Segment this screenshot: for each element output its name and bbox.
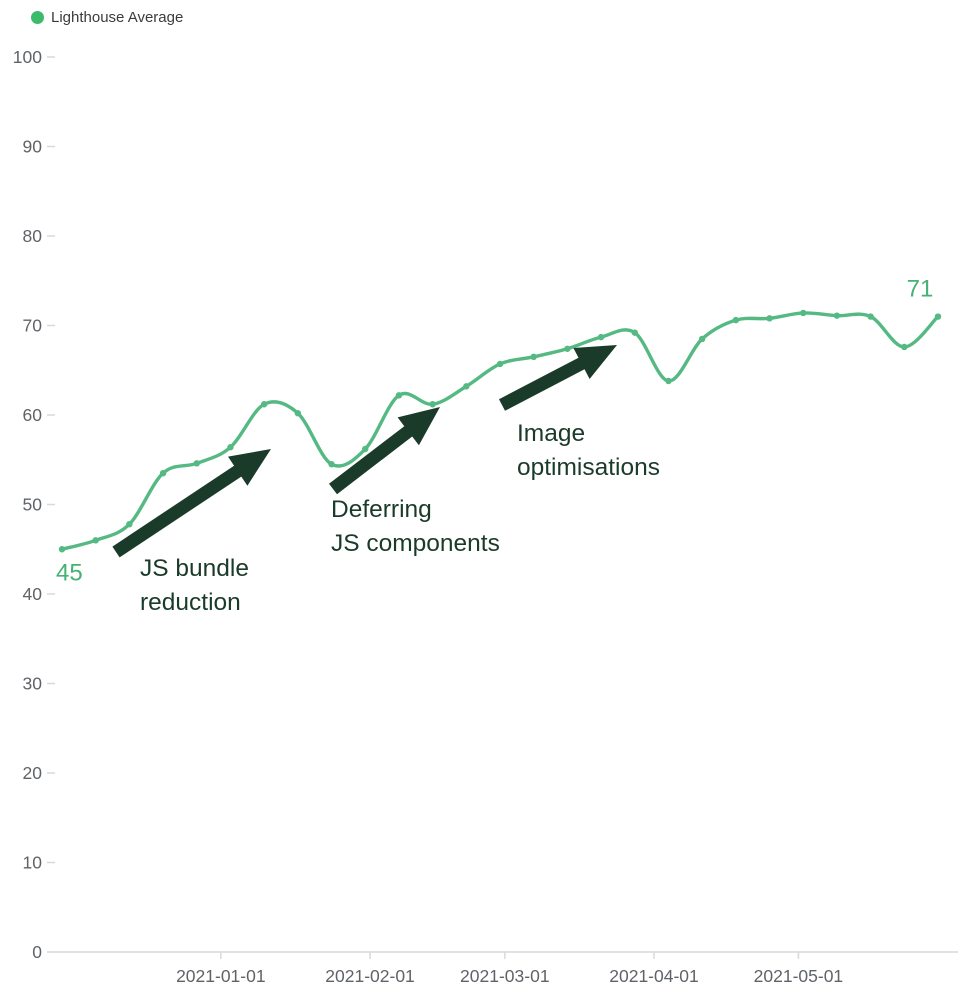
x-tick-label: 2021-05-01: [754, 966, 844, 986]
y-tick-label: 100: [13, 47, 42, 67]
data-point: [429, 401, 436, 408]
x-tick-label: 2021-02-01: [325, 966, 415, 986]
annotation-text: Image: [517, 420, 585, 447]
legend-dot-icon: [31, 11, 44, 24]
y-tick-label: 10: [23, 853, 43, 873]
data-point: [665, 377, 672, 385]
y-tick-label: 0: [32, 942, 42, 962]
y-tick-label: 70: [23, 316, 43, 336]
data-point: [597, 333, 605, 341]
annotation-arrow: [499, 345, 617, 411]
data-point: [766, 315, 773, 322]
data-point: [631, 329, 638, 336]
end-value-label: 71: [907, 276, 934, 303]
y-tick-label: 90: [23, 137, 43, 157]
data-point: [159, 469, 167, 477]
y-tick-label: 30: [23, 674, 43, 694]
y-tick-label: 50: [23, 495, 43, 515]
data-point: [58, 546, 66, 553]
y-tick-label: 80: [23, 226, 43, 246]
annotation-text: JS bundle: [140, 555, 249, 582]
data-point: [867, 313, 874, 320]
data-point: [395, 392, 403, 399]
data-point: [463, 383, 470, 390]
data-point: [800, 309, 807, 317]
x-tick-label: 2021-04-01: [609, 966, 699, 986]
data-point: [732, 316, 740, 324]
legend-label: Lighthouse Average: [51, 9, 184, 26]
data-point: [328, 461, 335, 468]
data-point: [362, 445, 369, 453]
annotation-text: JS components: [331, 530, 500, 557]
data-point: [227, 444, 234, 451]
legend: Lighthouse Average: [31, 9, 183, 26]
y-tick-label: 20: [23, 763, 43, 783]
data-point: [833, 312, 841, 319]
data-point: [294, 410, 302, 417]
annotation-text: reduction: [140, 589, 241, 616]
line-series: [60, 311, 940, 551]
annotation-arrow: [329, 407, 440, 495]
annotation-text: optimisations: [517, 454, 660, 481]
annotation-text: Deferring: [331, 496, 432, 523]
start-value-label: 45: [56, 559, 83, 586]
data-point: [901, 343, 908, 351]
y-tick-label: 40: [23, 584, 43, 604]
data-point: [934, 313, 942, 320]
data-point: [698, 335, 706, 343]
data-point: [564, 345, 571, 352]
data-point: [496, 360, 504, 368]
x-tick-label: 2021-01-01: [176, 966, 266, 986]
x-tick-label: 2021-03-01: [460, 966, 550, 986]
data-point: [193, 460, 200, 467]
data-point: [260, 401, 268, 408]
annotation-arrow: [112, 449, 272, 558]
data-point: [530, 353, 537, 361]
data-point: [126, 520, 133, 528]
data-point: [92, 537, 99, 544]
y-tick-label: 60: [23, 405, 43, 425]
